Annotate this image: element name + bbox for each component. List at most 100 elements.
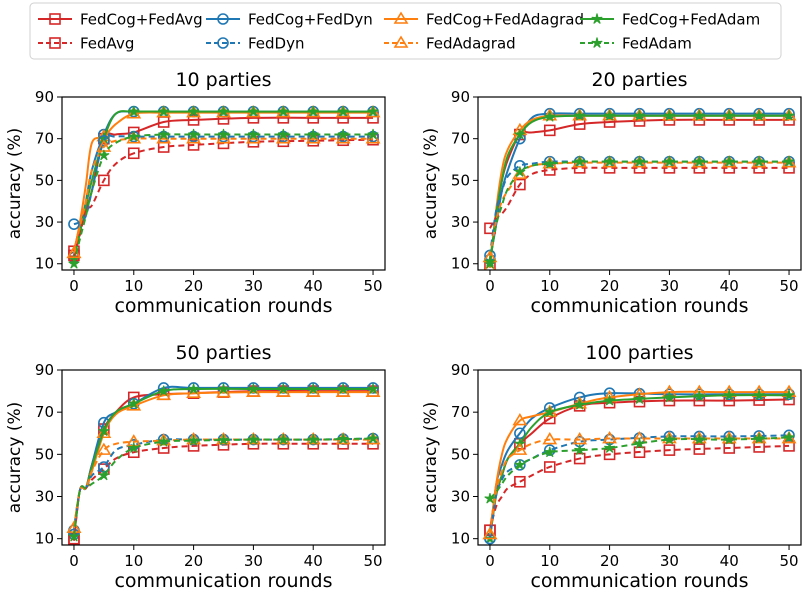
x-tick-label: 20 xyxy=(600,552,619,570)
series-line xyxy=(72,111,374,254)
legend-label: FedAvg xyxy=(80,35,134,53)
series-fedcog-fedadagrad xyxy=(484,108,797,270)
chart-panel-100-parties: 100 parties 0 10 20 30 40 50 10 30 50 70 90 communic… xyxy=(421,342,802,592)
series-line xyxy=(488,398,790,531)
legend-item-fedavg: FedAvg xyxy=(38,35,134,53)
data-point xyxy=(604,394,616,406)
data-point xyxy=(514,459,526,470)
data-point xyxy=(307,128,319,140)
data-point xyxy=(693,390,705,402)
data-point xyxy=(572,432,588,445)
y-tick-label: 50 xyxy=(35,445,54,463)
x-axis-label: communication rounds xyxy=(114,295,332,317)
data-point xyxy=(218,434,229,445)
data-point xyxy=(98,425,110,436)
data-point xyxy=(158,128,170,140)
data-point xyxy=(634,393,645,404)
plot-area xyxy=(66,105,381,269)
data-point xyxy=(544,111,556,122)
data-point xyxy=(68,218,80,230)
data-point xyxy=(604,442,616,453)
series-line xyxy=(72,438,374,529)
data-point xyxy=(574,155,586,167)
series-line xyxy=(72,437,374,537)
x-tick-label: 30 xyxy=(660,552,679,570)
data-point xyxy=(365,384,381,397)
data-point xyxy=(337,383,349,394)
chart-title: 100 parties xyxy=(585,342,693,364)
series-line xyxy=(72,133,374,264)
data-point xyxy=(661,430,677,444)
data-point xyxy=(186,432,202,445)
series-feddyn xyxy=(68,130,379,230)
series-line xyxy=(488,394,790,539)
series-line xyxy=(72,387,374,537)
data-point xyxy=(247,128,259,140)
data-point xyxy=(158,385,170,396)
data-point xyxy=(218,128,229,140)
data-point xyxy=(96,442,112,455)
data-point xyxy=(723,389,735,401)
y-tick-label: 30 xyxy=(35,488,54,506)
data-point xyxy=(723,433,735,445)
data-point xyxy=(693,443,706,455)
legend-item-fedadam: FedAdam xyxy=(580,35,692,53)
data-point xyxy=(514,128,526,140)
data-point xyxy=(484,256,496,267)
data-point xyxy=(693,110,705,121)
y-tick-label: 90 xyxy=(451,361,470,379)
series-line xyxy=(72,442,374,541)
series-line xyxy=(488,434,790,539)
series-line xyxy=(489,166,790,229)
series-feddyn xyxy=(68,432,379,537)
data-point xyxy=(753,155,765,167)
series-line xyxy=(488,118,790,266)
data-point xyxy=(783,389,795,401)
y-tick-label: 30 xyxy=(451,488,470,506)
series-line xyxy=(488,390,790,535)
x-tick-label: 20 xyxy=(600,277,619,295)
x-tick-label: 10 xyxy=(124,552,143,570)
chart-title: 20 parties xyxy=(591,69,687,91)
data-point xyxy=(543,124,556,137)
series-fedadam xyxy=(484,155,795,267)
series-fedavg xyxy=(484,162,795,235)
data-point xyxy=(187,114,200,126)
x-tick-label: 0 xyxy=(69,277,79,295)
data-point xyxy=(128,398,140,409)
data-point xyxy=(188,383,200,394)
y-tick-label: 90 xyxy=(35,361,54,379)
y-tick-label: 70 xyxy=(35,403,54,421)
data-point xyxy=(574,444,586,455)
legend-item-fedcog-feddyn: FedCog+FedDyn xyxy=(206,11,373,29)
series-line xyxy=(72,110,374,260)
data-point xyxy=(127,147,140,160)
legend-marker-square-icon xyxy=(49,13,61,25)
series-fedadagrad xyxy=(66,131,381,259)
data-point xyxy=(307,383,319,394)
x-tick-label: 40 xyxy=(720,552,739,570)
data-point xyxy=(188,105,200,117)
data-point xyxy=(693,433,705,445)
y-tick-label: 30 xyxy=(35,213,54,231)
x-tick-label: 0 xyxy=(485,552,495,570)
data-point xyxy=(98,469,110,481)
y-tick-label: 90 xyxy=(451,88,470,106)
axes-frame xyxy=(61,96,386,271)
y-tick-label: 10 xyxy=(451,255,470,273)
legend-marker-square-icon xyxy=(49,37,61,49)
data-point xyxy=(247,105,259,117)
legend-label: FedCog+FedDyn xyxy=(248,11,373,29)
legend-label: FedCog+FedAdam xyxy=(622,11,760,29)
data-point xyxy=(188,435,200,446)
data-point xyxy=(512,413,528,426)
series-line xyxy=(489,436,790,500)
data-point xyxy=(247,383,259,394)
series-fedcog-fedadam xyxy=(68,105,379,265)
series-fedadagrad xyxy=(66,432,381,533)
data-point xyxy=(633,446,646,459)
x-tick-label: 30 xyxy=(660,277,679,295)
data-point xyxy=(723,155,735,167)
data-point xyxy=(663,444,676,456)
data-point xyxy=(337,105,349,117)
